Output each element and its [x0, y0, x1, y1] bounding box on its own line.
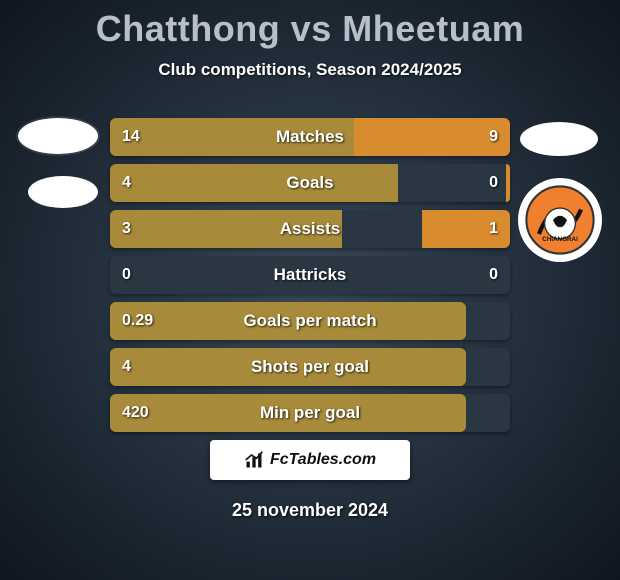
stat-value-left: 14: [122, 118, 140, 156]
stat-value-right: 1: [489, 210, 498, 248]
chart-icon: [244, 450, 264, 470]
stat-label: Shots per goal: [110, 348, 510, 386]
crest-icon: CHIANGRAI: [525, 185, 595, 255]
stat-value-left: 0.29: [122, 302, 153, 340]
stat-value-left: 0: [122, 256, 131, 294]
stat-label: Hattricks: [110, 256, 510, 294]
stat-value-left: 4: [122, 348, 131, 386]
stat-value-left: 4: [122, 164, 131, 202]
stat-label: Goals: [110, 164, 510, 202]
svg-text:CHIANGRAI: CHIANGRAI: [542, 236, 578, 243]
footer-brand-badge: FcTables.com: [210, 440, 410, 480]
player-left-avatar-placeholder: [18, 118, 98, 154]
player-right-avatar-placeholder: [520, 122, 598, 156]
stat-label: Matches: [110, 118, 510, 156]
stat-value-left: 3: [122, 210, 131, 248]
footer-brand-text: FcTables.com: [270, 451, 376, 469]
player-right-crest: CHIANGRAI: [518, 178, 602, 262]
stats-container: Matches149Goals40Assists31Hattricks00Goa…: [110, 118, 510, 440]
stat-value-right: 0: [489, 164, 498, 202]
stat-label: Min per goal: [110, 394, 510, 432]
player-left-crest-placeholder: [28, 176, 98, 208]
stat-row: Goals4 0: [110, 164, 510, 202]
stat-value-left: 420: [122, 394, 149, 432]
stat-row: Hattricks0 0: [110, 256, 510, 294]
stat-row: Matches14 9: [110, 118, 510, 156]
stat-value-right: 0: [489, 256, 498, 294]
stat-row: Min per goal420: [110, 394, 510, 432]
stat-row: Assists3 1: [110, 210, 510, 248]
page-title: Chatthong vs Mheetuam: [0, 0, 620, 50]
stat-row: Goals per match0.29: [110, 302, 510, 340]
stat-value-right: 9: [489, 118, 498, 156]
date-text: 25 november 2024: [0, 500, 620, 521]
stat-row: Shots per goal4: [110, 348, 510, 386]
stat-label: Assists: [110, 210, 510, 248]
stat-label: Goals per match: [110, 302, 510, 340]
subtitle: Club competitions, Season 2024/2025: [0, 60, 620, 80]
